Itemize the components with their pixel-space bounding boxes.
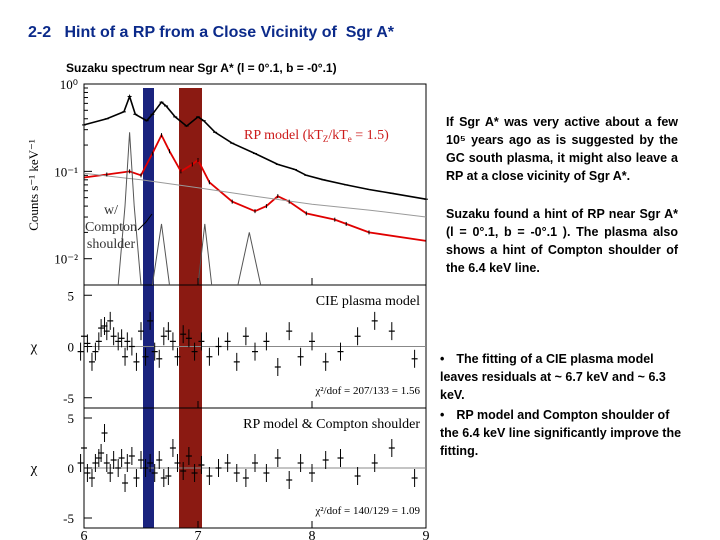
paragraph-suzaku-finding: Suzaku found a hint of RP near Sgr A* (l… bbox=[446, 207, 678, 275]
data-series-line bbox=[83, 94, 427, 200]
chi-axis-label: χ bbox=[30, 340, 38, 356]
fe-line-component-6-7 bbox=[151, 223, 170, 286]
residual-model-label: CIE plasma model bbox=[316, 294, 420, 309]
chi-square-annotation: χ²/dof = 140/129 = 1.09 bbox=[314, 505, 420, 517]
y-tick-label: 5 bbox=[68, 288, 75, 303]
bullet-text: The fitting of a CIE plasma model leaves… bbox=[440, 352, 666, 402]
y-tick-label: 0 bbox=[68, 461, 75, 476]
y-tick-label: 10⁻² bbox=[54, 252, 78, 267]
figure-caption: Suzaku spectrum near Sgr A* (l = 0°.1, b… bbox=[66, 61, 337, 75]
x-tick-label: 8 bbox=[309, 529, 316, 540]
rp-model-annotation: RP model (kTZ/kTe = 1.5) bbox=[244, 128, 389, 144]
rp-model-annotation-part: = 1.5) bbox=[352, 128, 389, 143]
bullet-text: RP model and Compton shoulder of the 6.4… bbox=[440, 408, 682, 458]
rp-line-band bbox=[179, 88, 202, 528]
bullet-cie-residuals: • The fitting of a CIE plasma model leave… bbox=[440, 350, 690, 404]
x-tick-label: 6 bbox=[81, 529, 88, 540]
rp-model-annotation-part: /kT bbox=[328, 128, 348, 143]
compton-shoulder-annotation: Compton bbox=[85, 220, 137, 235]
x-tick-label: 7 bbox=[195, 529, 202, 540]
fe-line-component-7-5 bbox=[237, 232, 262, 286]
compton-shoulder-annotation: w/ bbox=[104, 203, 118, 218]
y-axis-label: Counts s⁻¹ keV⁻¹ bbox=[26, 139, 41, 231]
continuum-model-line bbox=[83, 172, 427, 218]
y-tick-label: 10⁻¹ bbox=[54, 164, 78, 179]
compton-shoulder-annotation: shoulder bbox=[87, 237, 136, 252]
compton-shoulder-band bbox=[143, 88, 154, 528]
compton-annotation-pointer bbox=[137, 213, 153, 231]
bullet-symbol: • bbox=[440, 408, 445, 422]
rp-model-annotation-part: e bbox=[348, 134, 352, 144]
fe-line-component-7-0 bbox=[197, 223, 213, 286]
y-tick-label: -5 bbox=[63, 511, 74, 526]
bullet-rp-improvement: • RP model and Compton shoulder of the 6.… bbox=[440, 406, 690, 460]
y-tick-label: -5 bbox=[63, 391, 74, 406]
x-tick-label: 9 bbox=[423, 529, 430, 540]
bullet-symbol: • bbox=[440, 352, 445, 366]
y-tick-label: 10⁰ bbox=[60, 77, 78, 92]
chi-square-annotation: χ²/dof = 207/133 = 1.56 bbox=[314, 385, 420, 397]
fe-line-component-6-4 bbox=[117, 132, 142, 286]
rp-model-annotation-part: Z bbox=[323, 134, 329, 144]
residual-model-label: RP model & Compton shoulder bbox=[243, 417, 420, 432]
rp-model-annotation-part: RP model (kT bbox=[244, 128, 323, 143]
y-tick-label: 5 bbox=[68, 411, 75, 426]
y-tick-label: 0 bbox=[68, 340, 75, 355]
paragraph-rp-origin: If Sgr A* was very active about a few 10… bbox=[446, 115, 678, 183]
chi-axis-label: χ bbox=[30, 461, 38, 477]
page-title: 2-2 Hint of a RP from a Close Vicinity o… bbox=[28, 24, 394, 41]
